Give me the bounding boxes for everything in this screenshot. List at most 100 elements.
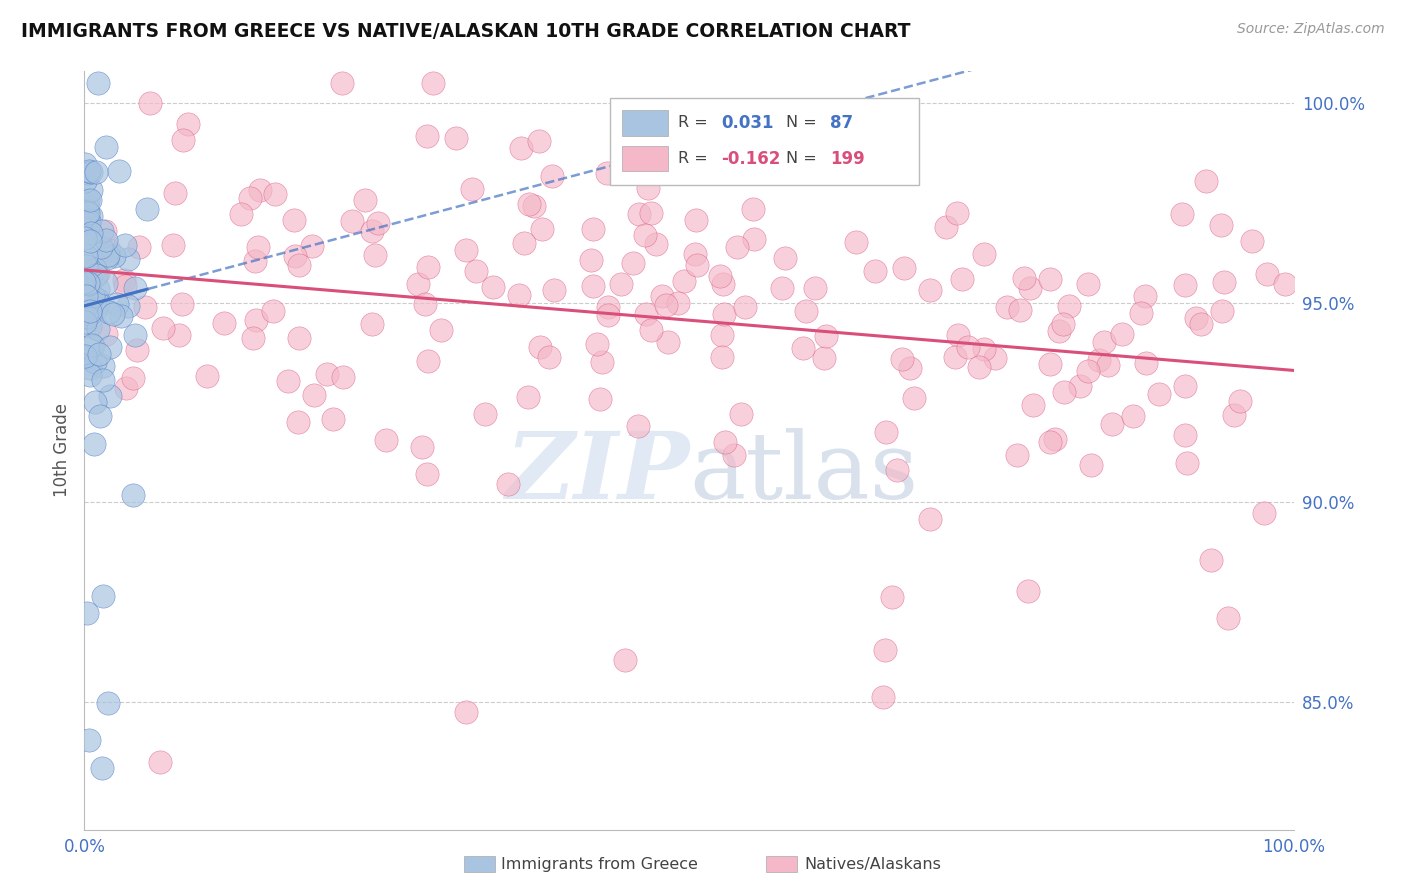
Text: 199: 199 bbox=[831, 150, 865, 168]
Point bbox=[84, 268, 107, 282]
Point bbox=[229, 207, 252, 221]
Point bbox=[86, 322, 108, 336]
Point bbox=[75, 259, 97, 273]
Point bbox=[103, 307, 125, 321]
Point bbox=[634, 228, 657, 243]
Point bbox=[136, 202, 159, 217]
Point bbox=[172, 133, 194, 147]
Point bbox=[890, 352, 912, 367]
Point bbox=[89, 409, 111, 424]
Point bbox=[1135, 356, 1157, 370]
FancyBboxPatch shape bbox=[623, 110, 668, 136]
Point bbox=[873, 643, 896, 657]
Point bbox=[1175, 456, 1198, 470]
Point bbox=[943, 350, 966, 364]
Point bbox=[967, 359, 990, 374]
Point bbox=[1240, 235, 1263, 249]
Point bbox=[416, 128, 439, 143]
Point bbox=[637, 180, 659, 194]
Point bbox=[920, 512, 942, 526]
Point bbox=[845, 235, 868, 249]
Point bbox=[666, 295, 689, 310]
Point bbox=[579, 252, 602, 267]
Point bbox=[794, 304, 817, 318]
Point bbox=[122, 488, 145, 502]
Point bbox=[75, 349, 97, 363]
Point bbox=[80, 183, 103, 197]
Point bbox=[77, 277, 100, 292]
Point bbox=[80, 337, 103, 351]
Point bbox=[112, 273, 135, 287]
Point bbox=[898, 360, 921, 375]
Point bbox=[1092, 335, 1115, 350]
Point bbox=[79, 318, 101, 333]
Text: -0.162: -0.162 bbox=[721, 150, 780, 168]
Point bbox=[725, 240, 748, 254]
Point bbox=[139, 95, 162, 110]
Point bbox=[288, 258, 311, 272]
Point bbox=[465, 264, 488, 278]
Point bbox=[361, 317, 384, 331]
Point bbox=[655, 298, 678, 312]
Point bbox=[711, 327, 734, 342]
Point bbox=[246, 239, 269, 253]
Point bbox=[82, 339, 104, 353]
Point bbox=[87, 296, 110, 310]
Point bbox=[640, 206, 662, 220]
Point bbox=[1189, 317, 1212, 331]
Point bbox=[75, 174, 97, 188]
Point bbox=[340, 214, 363, 228]
Point bbox=[284, 249, 307, 263]
Point bbox=[527, 135, 550, 149]
Point bbox=[283, 213, 305, 227]
Point bbox=[75, 231, 97, 245]
Text: N =: N = bbox=[786, 115, 821, 130]
Point bbox=[509, 141, 531, 155]
Text: Natives/Alaskans: Natives/Alaskans bbox=[804, 857, 941, 871]
Point bbox=[76, 305, 98, 319]
Point bbox=[596, 166, 619, 180]
Point bbox=[77, 163, 100, 178]
Point bbox=[582, 279, 605, 293]
Point bbox=[1101, 417, 1123, 431]
Point bbox=[614, 653, 637, 667]
Point bbox=[94, 276, 117, 290]
Text: IMMIGRANTS FROM GREECE VS NATIVE/ALASKAN 10TH GRADE CORRELATION CHART: IMMIGRANTS FROM GREECE VS NATIVE/ALASKAN… bbox=[21, 22, 911, 41]
Y-axis label: 10th Grade: 10th Grade bbox=[53, 403, 72, 498]
Point bbox=[79, 361, 101, 376]
Point bbox=[1122, 409, 1144, 423]
Point bbox=[651, 288, 673, 302]
Point bbox=[243, 253, 266, 268]
Point bbox=[946, 328, 969, 343]
Point bbox=[322, 411, 344, 425]
Point bbox=[1209, 218, 1232, 232]
Point bbox=[76, 310, 98, 325]
Point bbox=[995, 300, 1018, 314]
Point bbox=[1008, 302, 1031, 317]
Point bbox=[76, 274, 98, 288]
Point bbox=[1039, 357, 1062, 371]
Point bbox=[73, 308, 96, 322]
Point bbox=[75, 299, 97, 313]
Point bbox=[946, 206, 969, 220]
Point bbox=[77, 214, 100, 228]
Point bbox=[75, 289, 97, 303]
Point bbox=[683, 247, 706, 261]
Point bbox=[353, 193, 375, 207]
Point bbox=[710, 350, 733, 364]
Point bbox=[1077, 277, 1099, 291]
Point bbox=[1174, 428, 1197, 442]
Text: Immigrants from Greece: Immigrants from Greece bbox=[501, 857, 697, 871]
Point bbox=[114, 279, 136, 293]
Point bbox=[97, 696, 120, 710]
Point bbox=[96, 326, 118, 341]
Point bbox=[621, 256, 644, 270]
Point bbox=[73, 222, 96, 236]
Point bbox=[918, 283, 941, 297]
Point bbox=[97, 248, 120, 262]
Point bbox=[169, 328, 191, 343]
Point bbox=[75, 249, 97, 263]
Point bbox=[627, 419, 650, 434]
Point bbox=[517, 390, 540, 404]
Point bbox=[277, 374, 299, 388]
